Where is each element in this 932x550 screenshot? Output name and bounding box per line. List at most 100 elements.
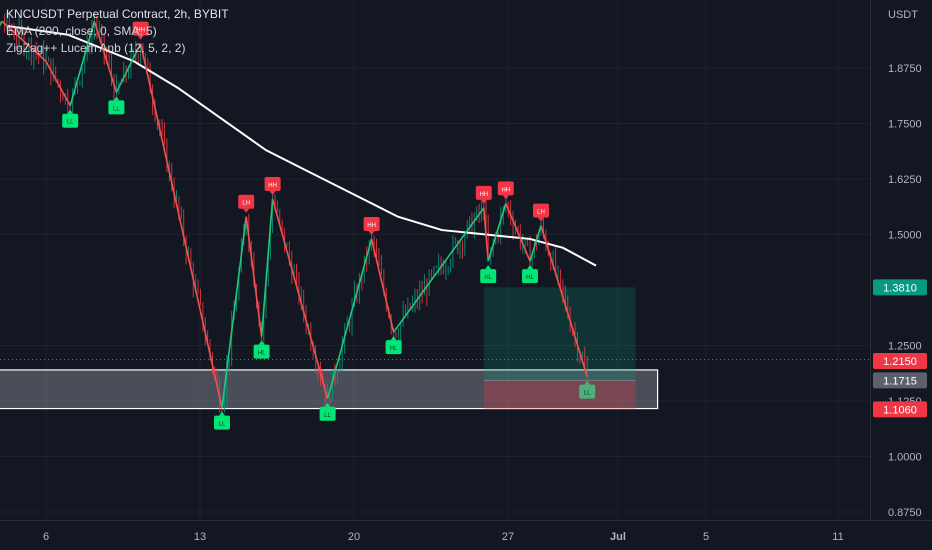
pivot-badge (475, 185, 492, 200)
zigzag-segment (260, 198, 274, 337)
pivot-pointer (243, 208, 250, 213)
zigzag-segment (370, 238, 395, 333)
price-tag-label: 1.2150 (883, 356, 917, 368)
pivot-badge (363, 216, 380, 231)
loss-zone[interactable] (483, 380, 636, 410)
zigzag-segment (483, 207, 489, 262)
pivot-low-label: HL (253, 340, 270, 359)
price-tick-label: 1.2500 (888, 341, 922, 353)
price-tick-label: 1.6250 (888, 174, 922, 186)
chart-legend: KNCUSDT Perpetual Contract, 2h, BYBIT EM… (6, 6, 229, 57)
pivot-text: LL (113, 106, 120, 112)
zigzag-segment (271, 198, 329, 399)
zigzag-segment (392, 207, 485, 333)
pivot-low-label: HL (480, 265, 497, 284)
pivot-badge (522, 269, 538, 284)
zigzag-segment (139, 43, 223, 408)
pivot-pointer (368, 230, 375, 235)
support-zone[interactable] (0, 369, 659, 410)
pivot-low-label: HL (522, 265, 538, 284)
zigzag-segment (540, 225, 588, 377)
pivot-badge (497, 181, 514, 196)
pivot-pointer (67, 109, 74, 114)
pivot-low-label: HL (385, 336, 402, 355)
zigzag-segment (93, 21, 118, 93)
pivot-pointer (502, 195, 509, 200)
price-tag-bg (873, 353, 927, 370)
price-tag-label: 1.1060 (883, 404, 917, 416)
pivot-pointer (527, 265, 533, 270)
pivot-high-label: HH (363, 216, 380, 235)
pivot-text: HL (484, 275, 492, 281)
pivot-high-label: HH (475, 185, 492, 204)
pivot-pointer (113, 96, 120, 101)
pivot-text: HH (367, 223, 376, 229)
pivot-pointer (137, 35, 144, 40)
pivot-high-label: HH (264, 176, 281, 195)
pivot-text: LH (537, 210, 545, 216)
zigzag-segment (487, 203, 507, 262)
pivot-text: HH (501, 187, 510, 193)
grid-lines (0, 0, 870, 520)
price-tick-label: 1.7500 (888, 119, 922, 131)
pivot-high-label: LH (238, 194, 255, 213)
zigzag-segment (505, 203, 531, 262)
price-tag-label: 1.1715 (883, 375, 917, 387)
support-zone-rect[interactable] (0, 369, 659, 410)
ema-line (6, 24, 597, 267)
price-tag-bg (873, 372, 927, 389)
ema-indicator-label[interactable]: EMA (200, close, 0, SMA, 5) (6, 24, 157, 38)
pivot-badge (264, 176, 281, 191)
pivot-text: HH (479, 192, 488, 198)
price-tick-label: 1.8750 (888, 63, 922, 75)
price-tick-label: 1.5000 (888, 230, 922, 242)
pivot-text: LL (584, 391, 591, 397)
long-position-tool[interactable] (483, 287, 636, 410)
pivot-labels: LLLLLLHHLLLHHLHHLLHHHLHHHLHHHLLHLL (62, 21, 596, 430)
pivot-text: HL (526, 275, 534, 281)
pivot-text: LH (242, 201, 250, 207)
pivot-badge (533, 203, 549, 218)
zigzag-segment (115, 43, 142, 93)
zigzag-segment (326, 238, 373, 399)
pivot-high-label: LH (533, 203, 549, 222)
ema-200-line (6, 24, 597, 267)
zigzag-indicator-label[interactable]: ZigZag++ Lucem Anb (12, 5, 2, 2) (6, 41, 186, 55)
zigzag-segment (0, 20, 3, 27)
pivot-pointer (390, 336, 397, 341)
pivot-badge (579, 384, 596, 399)
zigzag-segment (69, 21, 96, 106)
pivot-pointer (269, 190, 276, 195)
profit-zone[interactable] (483, 287, 636, 381)
time-tick-label: Jul (610, 531, 626, 543)
pivot-badge (132, 21, 149, 36)
time-tick-label: 6 (43, 531, 49, 543)
zigzag-segment (1, 20, 47, 62)
pivot-badge (62, 113, 79, 128)
symbol-title[interactable]: KNCUSDT Perpetual Contract, 2h, BYBIT (6, 7, 229, 21)
price-tag-label: 1.3810 (883, 282, 917, 294)
time-tick-label: 11 (832, 531, 843, 543)
price-axis-currency: USDT (888, 9, 918, 21)
pivot-low-label: LL (319, 402, 336, 421)
pivot-text: HH (268, 183, 277, 189)
pivot-badge (319, 406, 336, 421)
price-axis[interactable]: USDT 1.87501.75001.62501.50001.25001.125… (870, 0, 932, 550)
price-tick-label: 0.8750 (888, 507, 922, 519)
pivot-text: HL (390, 346, 398, 352)
pivot-text: HH (136, 28, 145, 34)
price-tag-bg (873, 279, 927, 296)
pivot-text: HL (258, 351, 266, 357)
time-axis[interactable]: 6 13 20 27 Jul 5 11 (0, 520, 932, 550)
time-tick-label: 27 (502, 531, 514, 543)
zigzag-segment (529, 225, 542, 262)
pivot-pointer (324, 402, 331, 407)
time-tick-label: 5 (703, 531, 709, 543)
time-tick-label: 13 (194, 531, 206, 543)
price-tick-label: 1.0000 (888, 452, 922, 464)
pivot-low-label: LL (214, 411, 230, 430)
price-tag-bg (873, 401, 927, 418)
zigzag-segment (221, 216, 247, 408)
pivot-high-label: HH (497, 181, 514, 200)
